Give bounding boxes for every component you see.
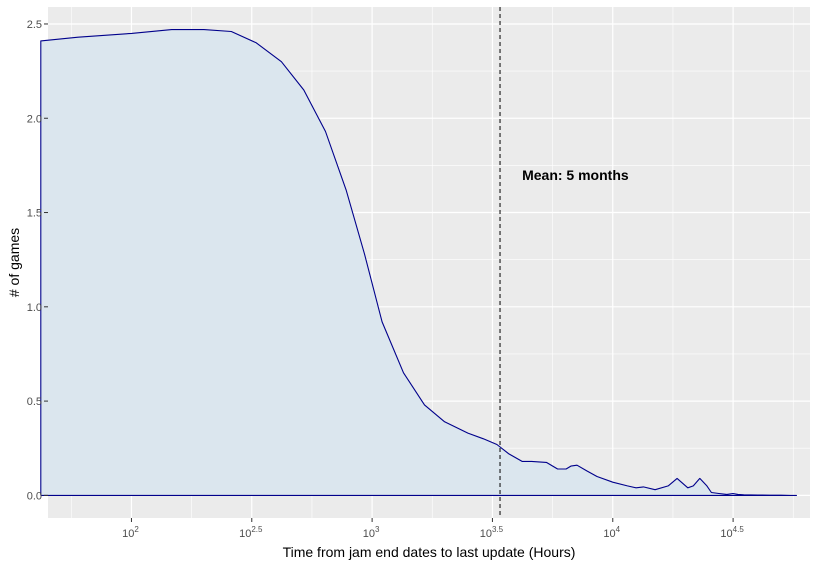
density-area [40,29,797,496]
y-tick-label: 2.0 [27,113,42,125]
axis-layer: 102 102.5 103 103.5 104 104.5 0.0 0.5 1.0 1.5 2.0 2… [27,19,745,540]
annotation-layer: Mean: 5 months [499,7,629,518]
y-tick-label: 0.0 [27,490,42,502]
x-tick-label: 104 [603,525,620,540]
x-tick-label: 102 [122,525,139,540]
series-layer [40,29,798,496]
x-tick-label: 104.5 [720,525,744,540]
density-line [40,29,798,496]
y-tick-label: 0.5 [27,396,42,408]
y-tick-label: 1.0 [27,302,42,314]
x-tick-label: 103 [363,525,380,540]
y-axis-title: # of games [6,228,22,297]
x-axis-title: Time from jam end dates to last update (… [283,544,576,560]
x-tick-label: 102.5 [239,525,263,540]
y-tick-label: 1.5 [27,208,42,220]
y-tick-label: 2.5 [27,19,42,31]
x-tick-label: 103.5 [480,525,504,540]
mean-annotation: Mean: 5 months [522,167,629,183]
